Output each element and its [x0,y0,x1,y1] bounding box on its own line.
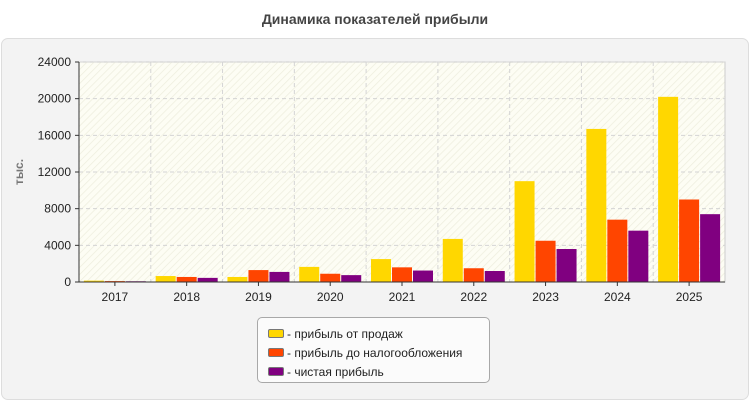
y-tick-label: 8000 [44,202,71,216]
x-tick-label: 2024 [604,290,631,304]
y-tick-label: 24000 [38,55,72,69]
y-tick-label: 12000 [38,165,72,179]
bar-series-1 [227,276,248,282]
y-axis-label: тыс. [12,159,26,185]
bar-series-2 [320,273,341,282]
x-tick-label: 2019 [245,290,272,304]
bar-series-1 [658,96,679,282]
legend-swatch [268,367,284,376]
bar-series-2 [463,268,484,282]
x-tick-label: 2017 [102,290,129,304]
bar-series-1 [83,280,104,282]
bar-series-2 [679,199,700,282]
legend-item: - прибыль от продаж [268,324,489,343]
legend-swatch [268,348,284,357]
legend: - прибыль от продаж - прибыль до налогооб… [257,317,490,383]
bar-series-2 [176,276,197,282]
bar-series-2 [607,219,628,282]
legend-item: - чистая прибыль [268,362,489,381]
bar-series-1 [299,266,320,282]
grid-lines [79,61,725,282]
x-tick-label: 2023 [532,290,559,304]
bar-series-2 [248,270,269,282]
bar-series-1 [155,276,176,282]
bar-series-3 [413,270,433,282]
bar-series-3 [628,230,649,282]
bar-series-3 [484,271,505,282]
legend-label: - прибыль до налогообложения [287,345,463,360]
x-tick-label: 2020 [317,290,344,304]
y-tick-label: 0 [64,275,71,289]
chart-title: Динамика показателей прибыли [261,11,489,27]
legend-item: - прибыль до налогообложения [268,343,489,362]
y-tick-label: 16000 [38,128,72,142]
y-tick-labels: 0 4000 8000 12000 16000 20000 24000 [38,55,79,289]
y-tick-label: 20000 [38,92,72,106]
bar-series-1 [371,259,391,282]
x-tick-label: 2021 [389,290,416,304]
bar-series-3 [556,249,577,282]
bar-series-2 [535,240,556,282]
bars [83,96,721,282]
x-tick-label: 2022 [460,290,487,304]
bar-series-1 [586,128,607,282]
y-tick-label: 4000 [44,238,71,252]
bar-series-3 [269,271,290,282]
x-tick-labels: 2017 2018 2019 2020 2021 2022 2023 2024 2025 [102,282,703,304]
legend-label: - прибыль от продаж [287,326,403,341]
x-tick-label: 2018 [173,290,200,304]
x-tick-label: 2025 [676,290,703,304]
bar-series-3 [197,277,218,282]
bar-series-1 [442,238,463,282]
bar-series-2 [392,267,412,282]
legend-swatch [268,329,284,338]
bar-series-3 [341,275,362,282]
legend-label: - чистая прибыль [287,364,384,379]
bar-series-3 [700,214,721,282]
bar-series-1 [514,181,535,282]
